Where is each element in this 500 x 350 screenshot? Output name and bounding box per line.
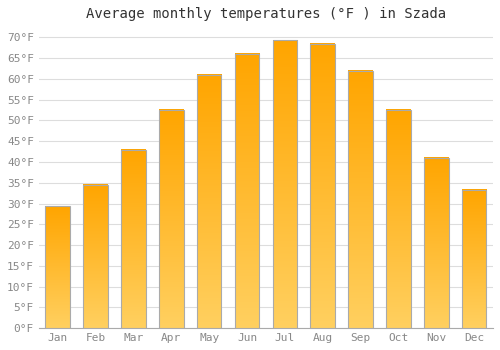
Bar (310, 44, 335, 328)
Bar (348, 71, 373, 328)
Bar (462, 190, 486, 328)
Bar (234, 54, 260, 328)
Bar (84, 185, 108, 328)
Bar (121, 149, 146, 328)
Bar (424, 158, 448, 328)
Bar (197, 75, 222, 328)
Title: Average monthly temperatures (°F ) in Szada: Average monthly temperatures (°F ) in Sz… (86, 7, 446, 21)
Bar (46, 206, 70, 328)
Bar (386, 110, 410, 328)
Bar (159, 110, 184, 328)
Bar (272, 40, 297, 328)
